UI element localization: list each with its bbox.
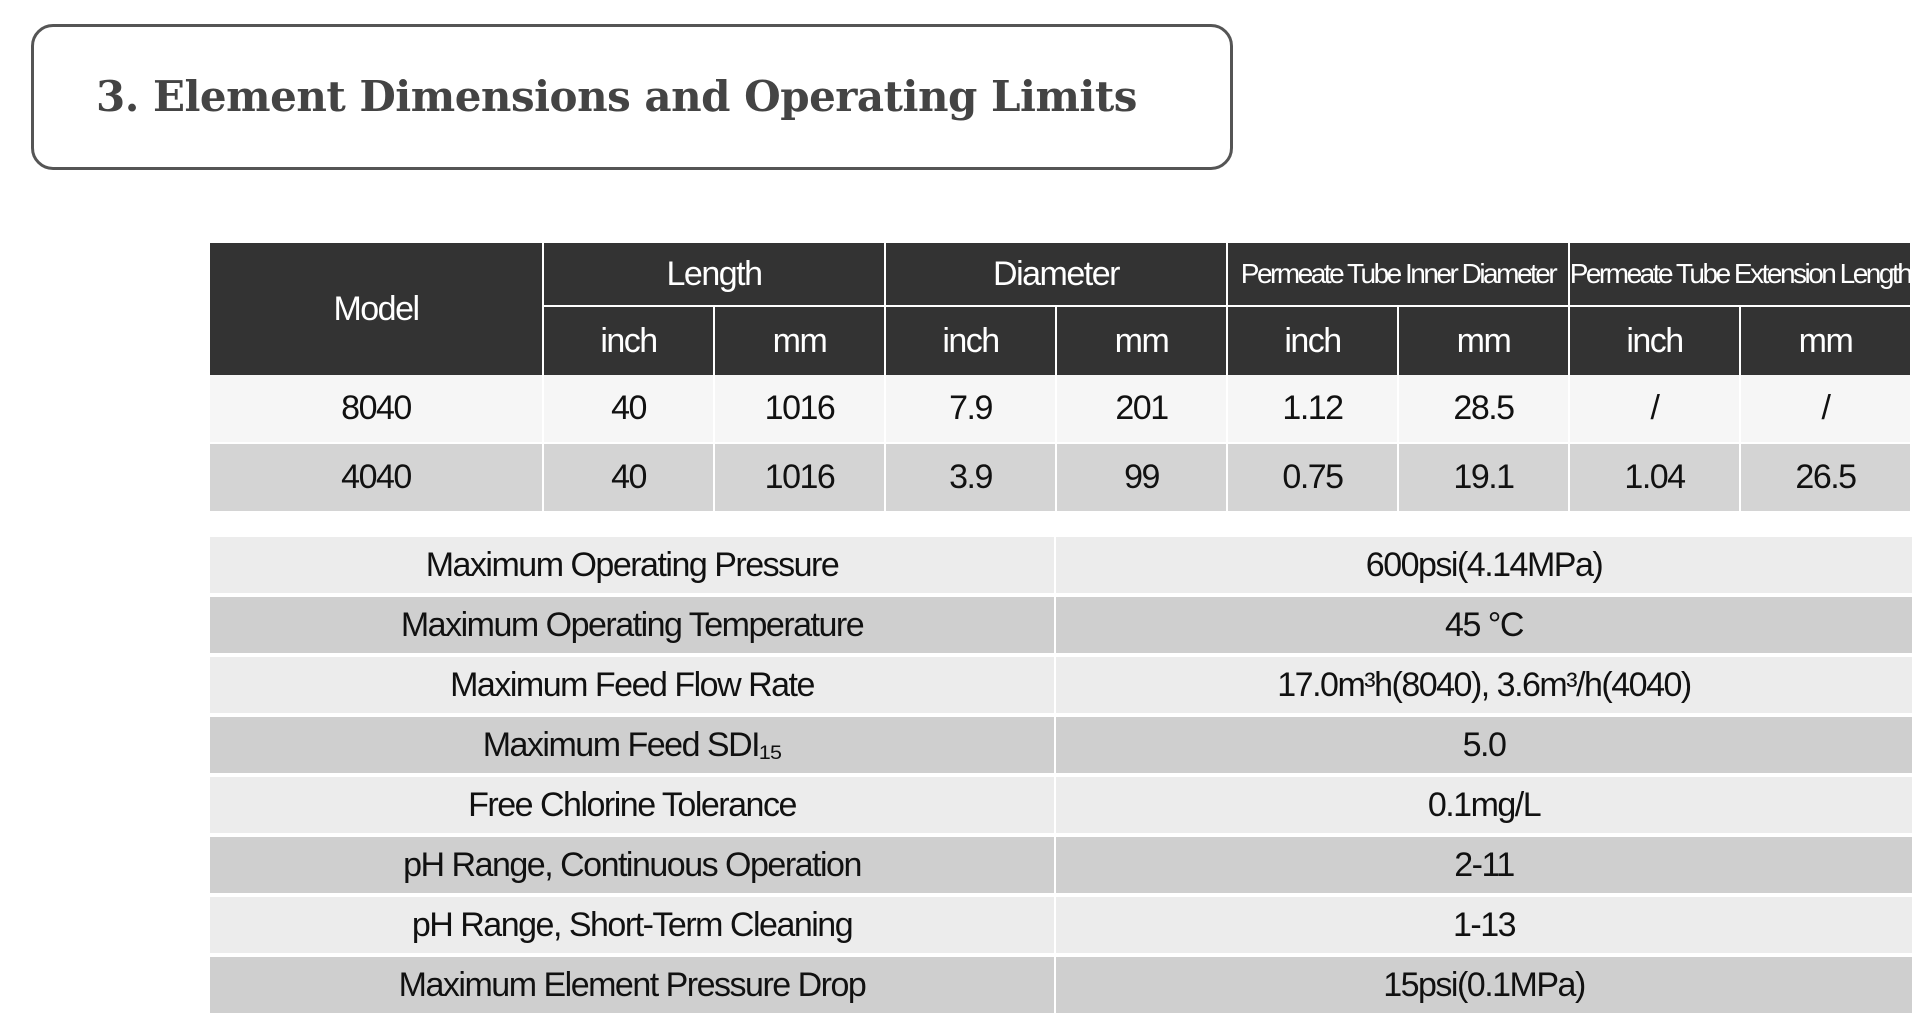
- limit-label: Maximum Feed Flow Rate: [210, 657, 1054, 713]
- unit-header: mm: [1057, 307, 1226, 375]
- section-title: 3. Element Dimensions and Operating Limi…: [96, 72, 1137, 121]
- limit-label: Maximum Element Pressure Drop: [210, 957, 1054, 1013]
- value-cell: 3.9: [886, 444, 1055, 511]
- limit-value: 15psi(0.1MPa): [1056, 957, 1912, 1013]
- limit-value: 1-13: [1056, 897, 1912, 953]
- value-cell: 40: [544, 375, 713, 442]
- limit-value: 2-11: [1056, 837, 1912, 893]
- model-cell: 4040: [210, 444, 542, 511]
- limit-label: Free Chlorine Tolerance: [210, 777, 1054, 833]
- value-cell: 19.1: [1399, 444, 1568, 511]
- value-cell: 1.04: [1570, 444, 1739, 511]
- unit-header: inch: [544, 307, 713, 375]
- unit-header: inch: [886, 307, 1055, 375]
- limit-value: 45 °C: [1056, 597, 1912, 653]
- value-cell: 99: [1057, 444, 1226, 511]
- limit-value: 600psi(4.14MPa): [1056, 537, 1912, 593]
- value-cell: 28.5: [1399, 375, 1568, 442]
- model-cell: 8040: [210, 375, 542, 442]
- value-cell: 201: [1057, 375, 1226, 442]
- limit-value: 5.0: [1056, 717, 1912, 773]
- value-cell: /: [1741, 375, 1910, 442]
- unit-header: mm: [715, 307, 884, 375]
- unit-header: inch: [1228, 307, 1397, 375]
- limit-label: Maximum Operating Temperature: [210, 597, 1054, 653]
- limit-value: 0.1mg/L: [1056, 777, 1912, 833]
- title-box: 3. Element Dimensions and Operating Limi…: [31, 24, 1233, 170]
- group-header: Permeate Tube Inner Diameter: [1228, 243, 1568, 305]
- value-cell: 0.75: [1228, 444, 1397, 511]
- limit-label: Maximum Feed SDI₁₅: [210, 717, 1054, 773]
- value-cell: 1016: [715, 444, 884, 511]
- unit-header: mm: [1741, 307, 1910, 375]
- group-header: Length: [544, 243, 884, 305]
- value-cell: 40: [544, 444, 713, 511]
- value-cell: 26.5: [1741, 444, 1910, 511]
- value-cell: 1.12: [1228, 375, 1397, 442]
- value-cell: 7.9: [886, 375, 1055, 442]
- limit-label: pH Range, Short-Term Cleaning: [210, 897, 1054, 953]
- group-header: Permeate Tube Extension Length: [1570, 243, 1910, 305]
- unit-header: mm: [1399, 307, 1568, 375]
- value-cell: 1016: [715, 375, 884, 442]
- group-header: Diameter: [886, 243, 1226, 305]
- limit-label: pH Range, Continuous Operation: [210, 837, 1054, 893]
- model-header: Model: [210, 243, 542, 375]
- limit-value: 17.0m³h(8040), 3.6m³/h(4040): [1056, 657, 1912, 713]
- value-cell: /: [1570, 375, 1739, 442]
- limit-label: Maximum Operating Pressure: [210, 537, 1054, 593]
- unit-header: inch: [1570, 307, 1739, 375]
